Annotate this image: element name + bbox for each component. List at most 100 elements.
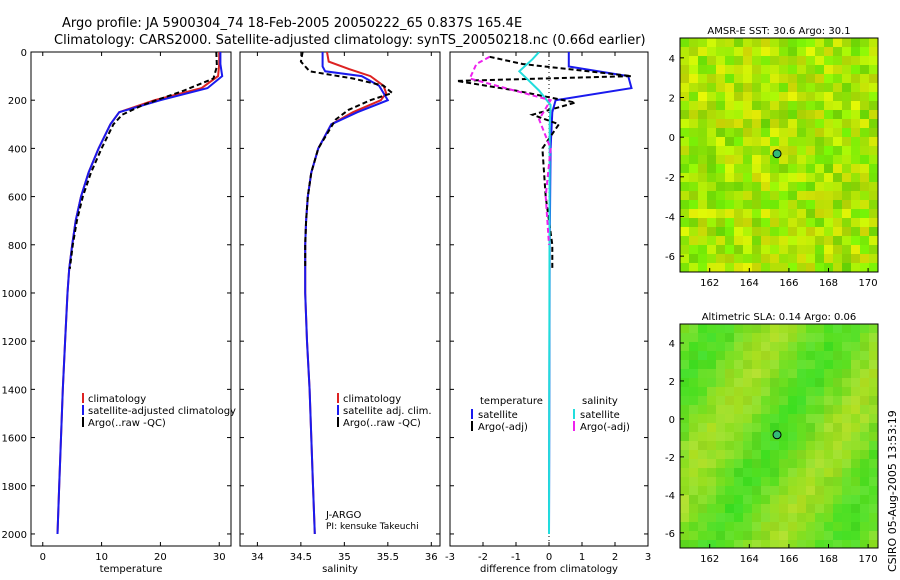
map-tile (788, 450, 797, 459)
map-tile (806, 137, 815, 146)
map-tile (824, 263, 833, 272)
map-tile (851, 236, 860, 245)
map-tile (752, 101, 761, 110)
map-tile (743, 173, 752, 182)
map-tile (806, 486, 815, 495)
map-tile (761, 342, 770, 351)
map-tile (734, 324, 743, 333)
map-tile (869, 432, 878, 441)
map-tile (842, 495, 851, 504)
map-tile (851, 324, 860, 333)
map-tile (842, 405, 851, 414)
map-tile (761, 128, 770, 137)
map-tile (743, 38, 752, 47)
map-tile (851, 254, 860, 263)
map-tile (689, 423, 698, 432)
map-tile (869, 263, 878, 272)
map-tile (815, 227, 824, 236)
map-tile (815, 405, 824, 414)
map-tile (689, 441, 698, 450)
map-tile (689, 47, 698, 56)
map-tile (752, 227, 761, 236)
map-tile (806, 245, 815, 254)
map-tile (797, 432, 806, 441)
map-tile (779, 342, 788, 351)
map-tile (842, 83, 851, 92)
map-tile (689, 513, 698, 522)
map-tile (869, 378, 878, 387)
map-tile (779, 522, 788, 531)
map-tiles (680, 324, 878, 548)
map-tile (680, 128, 689, 137)
map-tile (824, 254, 833, 263)
map-tile (770, 450, 779, 459)
map-tile (725, 513, 734, 522)
map-tile (797, 47, 806, 56)
map-tile (770, 56, 779, 65)
map-tile (797, 101, 806, 110)
map-tile (707, 254, 716, 263)
map-tile (734, 360, 743, 369)
map-tile (860, 378, 869, 387)
map-tile (734, 387, 743, 396)
map-tile (725, 65, 734, 74)
map-tile (806, 182, 815, 191)
map-tile (752, 360, 761, 369)
map-tile (842, 173, 851, 182)
map-tile (725, 245, 734, 254)
map-tile (824, 200, 833, 209)
map-tile (860, 360, 869, 369)
map-tile (743, 414, 752, 423)
map-tile (788, 74, 797, 83)
map-tile (761, 191, 770, 200)
map-tile (833, 101, 842, 110)
map-frame (679, 37, 879, 273)
map-tile (680, 47, 689, 56)
ytick-label: 600 (8, 193, 27, 204)
map-tile (788, 146, 797, 155)
map-tile (788, 164, 797, 173)
map-tile (743, 477, 752, 486)
map-tile (860, 74, 869, 83)
map-tile (698, 450, 707, 459)
map-tile (797, 263, 806, 272)
map-tile (707, 209, 716, 218)
legend-entry: Argo(..raw -QC) (88, 418, 166, 429)
map-tile (743, 342, 752, 351)
map-tile (860, 200, 869, 209)
map-tile (779, 378, 788, 387)
map-tile (779, 486, 788, 495)
map-tile (698, 263, 707, 272)
map-tile (680, 74, 689, 83)
map-tile (806, 191, 815, 200)
map-tile (833, 459, 842, 468)
map-ytick-label: 0 (669, 415, 675, 426)
map-tile (833, 83, 842, 92)
map-tile (752, 155, 761, 164)
map-tile (806, 236, 815, 245)
map-tile (725, 540, 734, 548)
map-tile (689, 342, 698, 351)
map-tile (698, 360, 707, 369)
legend-entry: satellite-adjusted climatology (88, 406, 236, 417)
map-tile (869, 405, 878, 414)
map-tile (797, 495, 806, 504)
map-tile (770, 83, 779, 92)
map-tile (842, 504, 851, 513)
map-tile (716, 540, 725, 548)
map-tile (842, 119, 851, 128)
map-tile (725, 83, 734, 92)
xtick-label: 0 (40, 552, 46, 563)
map-tile (788, 209, 797, 218)
map-tile (869, 101, 878, 110)
map-tile (734, 209, 743, 218)
map-tile (779, 209, 788, 218)
map-tile (788, 191, 797, 200)
map-tile (842, 477, 851, 486)
map-tile (797, 450, 806, 459)
map-tile (761, 450, 770, 459)
map-tile (698, 209, 707, 218)
ytick-label: 1800 (2, 482, 27, 493)
map-tile (788, 540, 797, 548)
map-tile (806, 173, 815, 182)
